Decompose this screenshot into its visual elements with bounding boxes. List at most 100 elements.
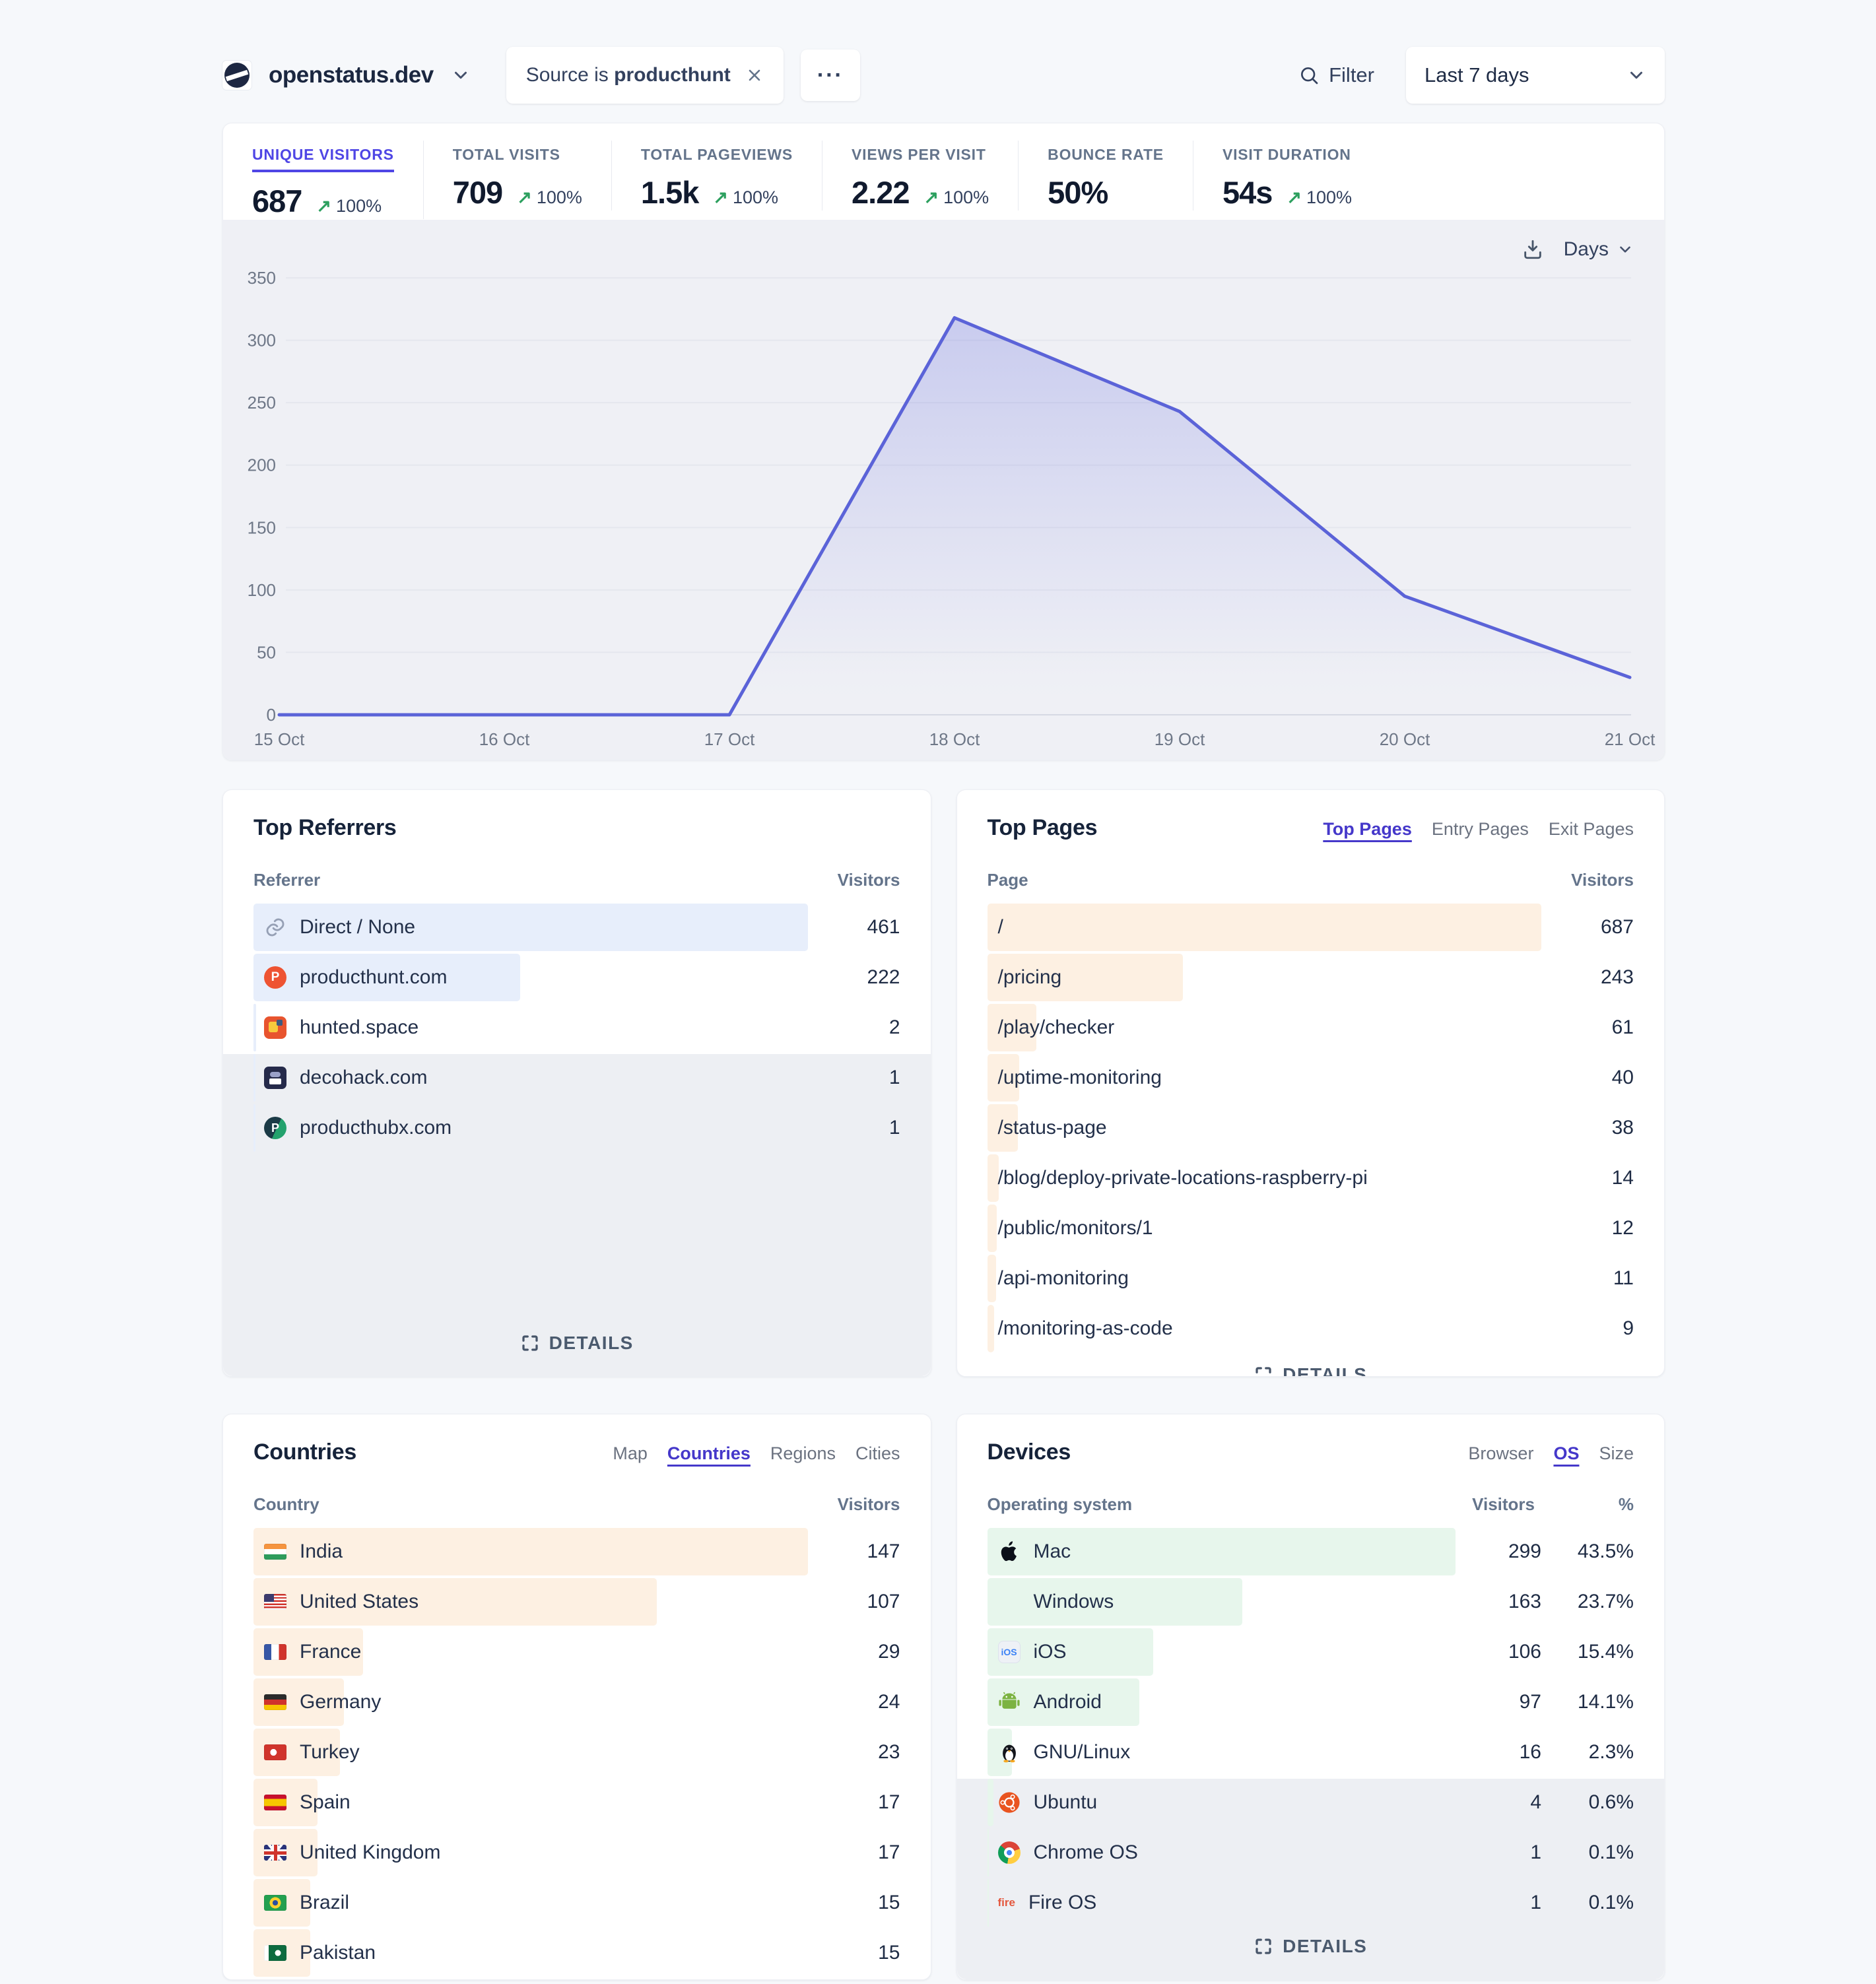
download-icon[interactable] bbox=[1522, 238, 1544, 261]
table-row[interactable]: / 687 bbox=[987, 904, 1634, 951]
table-row[interactable]: United States 107 bbox=[253, 1578, 900, 1626]
table-row[interactable]: GNU/Linux 16 2.3% bbox=[987, 1729, 1634, 1776]
table-row[interactable]: Brazil 15 bbox=[253, 1879, 900, 1927]
table-row[interactable]: /play/checker 61 bbox=[987, 1004, 1634, 1051]
table-row[interactable]: Android 97 14.1% bbox=[987, 1678, 1634, 1726]
tab-entry-pages[interactable]: Entry Pages bbox=[1431, 819, 1529, 839]
svg-text:15 Oct: 15 Oct bbox=[254, 729, 305, 749]
table-row[interactable]: Direct / None 461 bbox=[253, 904, 900, 951]
row-label[interactable]: /uptime-monitoring bbox=[997, 1067, 1162, 1088]
row-label[interactable]: Brazil bbox=[300, 1892, 350, 1913]
flag-brazil-icon bbox=[264, 1895, 286, 1911]
table-row[interactable]: Spain 17 bbox=[253, 1779, 900, 1826]
tab-regions[interactable]: Regions bbox=[770, 1443, 836, 1463]
row-label[interactable]: Germany bbox=[300, 1691, 382, 1713]
row-label[interactable]: /play/checker bbox=[997, 1016, 1115, 1038]
tab-size[interactable]: Size bbox=[1599, 1443, 1634, 1463]
row-label[interactable]: Windows bbox=[1033, 1591, 1114, 1612]
row-label[interactable]: Android bbox=[1033, 1691, 1102, 1713]
close-icon[interactable] bbox=[745, 66, 764, 84]
details-button[interactable]: DETAILS bbox=[1254, 1936, 1367, 1957]
table-row[interactable]: decohack.com 1 bbox=[253, 1054, 900, 1102]
row-label[interactable]: / bbox=[997, 916, 1003, 938]
details-button[interactable]: DETAILS bbox=[520, 1333, 634, 1354]
stat-total-pageviews[interactable]: TOTAL PAGEVIEWS 1.5k ↗ 100% bbox=[612, 141, 822, 211]
stat-views-per-visit[interactable]: VIEWS PER VISIT 2.22 ↗ 100% bbox=[822, 141, 1019, 211]
table-row[interactable]: Germany 24 bbox=[253, 1678, 900, 1726]
row-label[interactable]: United States bbox=[300, 1591, 419, 1612]
table-row[interactable]: Mac 299 43.5% bbox=[987, 1528, 1634, 1575]
row-label[interactable]: /monitoring-as-code bbox=[997, 1317, 1173, 1339]
row-label[interactable]: /pricing bbox=[997, 966, 1062, 988]
tab-map[interactable]: Map bbox=[613, 1443, 648, 1463]
stat-bounce-rate[interactable]: BOUNCE RATE 50% bbox=[1019, 141, 1193, 211]
row-label[interactable]: iOS bbox=[1033, 1641, 1067, 1663]
table-row[interactable]: /status-page 38 bbox=[987, 1104, 1634, 1152]
table-row[interactable]: Turkey 23 bbox=[253, 1729, 900, 1776]
bar bbox=[987, 1255, 996, 1302]
tab-countries[interactable]: Countries bbox=[667, 1443, 751, 1463]
row-label[interactable]: United Kingdom bbox=[300, 1841, 441, 1863]
table-row[interactable]: /pricing 243 bbox=[987, 954, 1634, 1001]
date-range-select[interactable]: Last 7 days bbox=[1406, 47, 1665, 104]
row-label[interactable]: /public/monitors/1 bbox=[997, 1217, 1153, 1239]
table-row[interactable]: Chrome OS 1 0.1% bbox=[987, 1829, 1634, 1876]
tab-browser[interactable]: Browser bbox=[1468, 1443, 1534, 1463]
row-label[interactable]: Spain bbox=[300, 1791, 351, 1813]
row-label[interactable]: Ubuntu bbox=[1033, 1791, 1098, 1813]
row-label[interactable]: /blog/deploy-private-locations-raspberry… bbox=[997, 1167, 1368, 1189]
expand-icon bbox=[522, 1335, 538, 1351]
more-filters-button[interactable]: ··· bbox=[800, 50, 860, 101]
table-row[interactable]: /api-monitoring 11 bbox=[987, 1255, 1634, 1302]
interval-select[interactable]: Days bbox=[1564, 238, 1634, 261]
details-button[interactable]: DETAILS bbox=[1254, 1364, 1367, 1376]
linux-icon bbox=[998, 1741, 1021, 1764]
change-badge: ↗ 100% bbox=[923, 187, 989, 207]
filter-chip[interactable]: Source is producthunt bbox=[506, 47, 784, 104]
row-label[interactable]: France bbox=[300, 1641, 362, 1663]
table-row[interactable]: France 29 bbox=[253, 1628, 900, 1676]
row-label[interactable]: producthunt.com bbox=[300, 966, 448, 988]
stat-visit-duration[interactable]: VISIT DURATION 54s ↗ 100% bbox=[1193, 141, 1381, 211]
bar bbox=[253, 1004, 256, 1051]
row-label[interactable]: /status-page bbox=[997, 1117, 1107, 1139]
table-row[interactable]: hunted.space 2 bbox=[253, 1004, 900, 1051]
table-row[interactable]: /blog/deploy-private-locations-raspberry… bbox=[987, 1154, 1634, 1202]
tab-top-pages[interactable]: Top Pages bbox=[1323, 819, 1412, 839]
table-row[interactable]: /monitoring-as-code 9 bbox=[987, 1305, 1634, 1352]
row-label[interactable]: India bbox=[300, 1540, 343, 1562]
row-label[interactable]: Fire OS bbox=[1028, 1892, 1097, 1913]
tab-os[interactable]: OS bbox=[1553, 1443, 1580, 1463]
row-label[interactable]: Direct / None bbox=[300, 916, 416, 938]
row-label[interactable]: /api-monitoring bbox=[997, 1267, 1129, 1289]
row-label[interactable]: Chrome OS bbox=[1033, 1841, 1138, 1863]
row-label[interactable]: Mac bbox=[1033, 1540, 1071, 1562]
table-row[interactable]: fire Fire OS 1 0.1% bbox=[987, 1879, 1634, 1927]
table-row[interactable]: United Kingdom 17 bbox=[253, 1829, 900, 1876]
row-label[interactable]: producthubx.com bbox=[300, 1117, 452, 1139]
row-label[interactable]: GNU/Linux bbox=[1033, 1741, 1131, 1763]
tab-exit-pages[interactable]: Exit Pages bbox=[1548, 819, 1634, 839]
visitors-line-chart[interactable]: 0 50 100 150 200 250 300 350 15 Oct 16 Oct 17 Oct 1… bbox=[248, 268, 1656, 760]
table-row[interactable]: iOS iOS 106 15.4% bbox=[987, 1628, 1634, 1676]
tab-cities[interactable]: Cities bbox=[855, 1443, 900, 1463]
table-row[interactable]: /public/monitors/1 12 bbox=[987, 1205, 1634, 1252]
filter-button[interactable]: Filter bbox=[1298, 63, 1374, 87]
row-label[interactable]: decohack.com bbox=[300, 1067, 428, 1088]
stat-unique-visitors[interactable]: UNIQUE VISITORS 687 ↗ 100% bbox=[223, 141, 424, 219]
table-row[interactable]: Windows 163 23.7% bbox=[987, 1578, 1634, 1626]
table-row[interactable]: Ubuntu 4 0.6% bbox=[987, 1779, 1634, 1826]
table-row[interactable]: Pakistan 15 bbox=[253, 1929, 900, 1977]
bar bbox=[987, 1104, 1018, 1152]
stat-label: UNIQUE VISITORS bbox=[252, 146, 394, 172]
table-row[interactable]: India 147 bbox=[253, 1528, 900, 1575]
site-title[interactable]: openstatus.dev bbox=[269, 62, 434, 88]
table-row[interactable]: /uptime-monitoring 40 bbox=[987, 1054, 1634, 1102]
stat-total-visits[interactable]: TOTAL VISITS 709 ↗ 100% bbox=[424, 141, 612, 211]
row-label[interactable]: Pakistan bbox=[300, 1942, 376, 1964]
chevron-down-icon[interactable] bbox=[451, 65, 471, 85]
row-label[interactable]: Turkey bbox=[300, 1741, 360, 1763]
row-label[interactable]: hunted.space bbox=[300, 1016, 419, 1038]
